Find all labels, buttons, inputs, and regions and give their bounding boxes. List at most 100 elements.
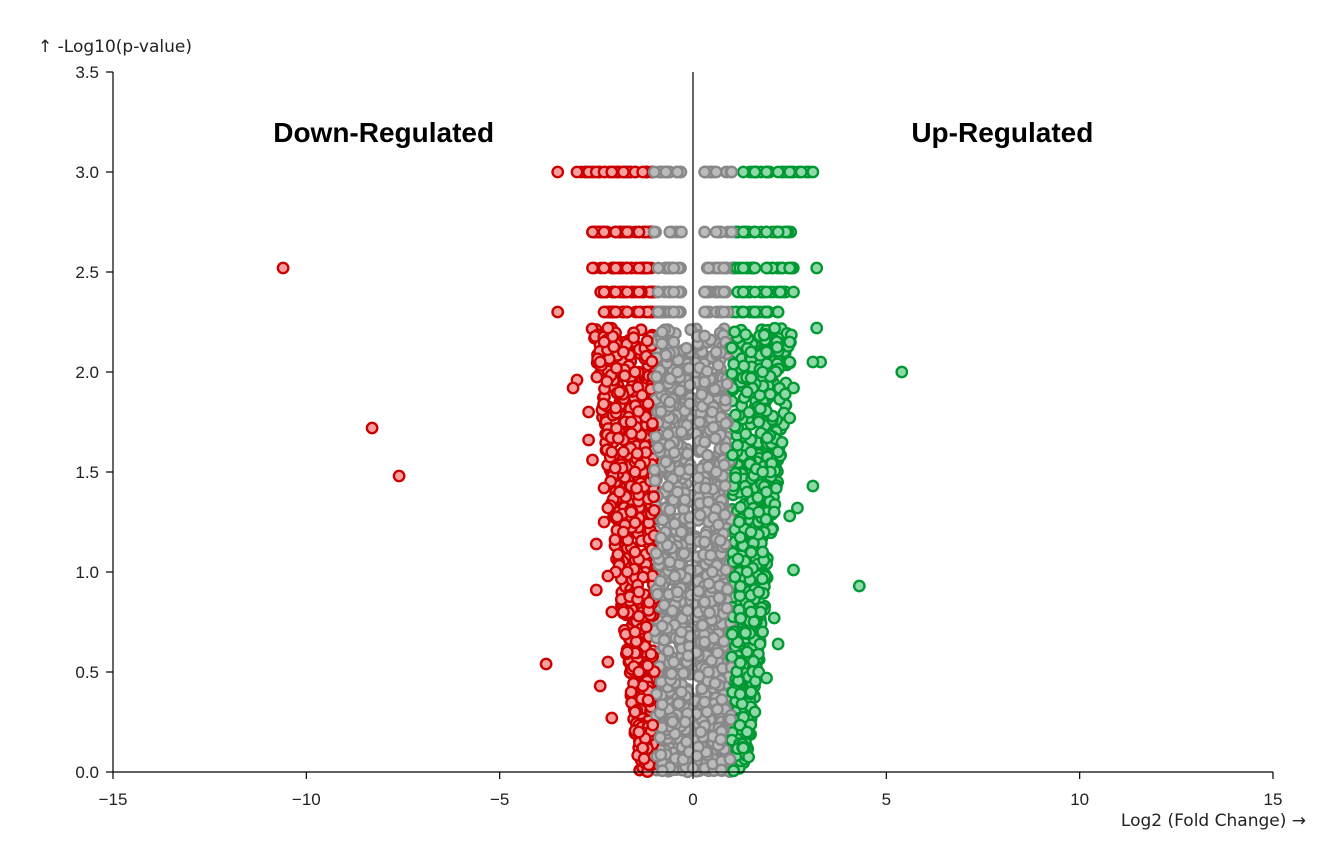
data-point-ns [714,763,728,777]
data-point-down [586,261,599,275]
data-point-ns [705,405,719,419]
data-point-ns [647,225,661,239]
data-point-up [729,471,743,485]
data-point-down [641,397,655,411]
data-point-down [610,361,623,375]
data-point-up [773,285,787,299]
data-point-up [783,411,797,425]
data-point-ns [655,619,669,633]
data-point-up [753,637,767,651]
data-point-ns [671,585,684,599]
y-tick-label: 0.5 [75,663,99,682]
data-point-ns [672,697,686,711]
data-point-down [632,305,646,319]
data-point-down [609,401,623,415]
data-point-down [641,659,655,672]
data-point-down [646,718,660,732]
y-tick-label: 2.0 [75,363,99,382]
data-point-down [551,165,565,179]
data-point-ns [663,555,677,569]
data-point-ns [698,305,711,319]
data-point-up [755,572,769,586]
data-point-down [632,225,646,239]
data-point-up [753,402,767,416]
data-point-ns [717,305,731,319]
data-point-ns [652,381,666,394]
data-point-up [787,563,800,577]
data-point-ns [665,604,679,618]
data-point-up [734,612,748,625]
data-point-ns [695,388,709,401]
data-point-up [771,165,785,179]
data-point-down [632,285,646,299]
data-point-ns [683,378,697,392]
x-tick-label: −5 [490,790,509,809]
data-point-up [736,165,750,179]
data-point-ns [700,705,714,719]
data-point-down [609,261,623,275]
data-point-ns [654,748,668,762]
data-point-down [632,609,646,623]
data-point-ns [698,435,711,449]
data-point-ns [667,305,681,319]
data-point-ns [663,225,677,239]
data-point-up [728,325,742,339]
data-point-ns [691,471,705,485]
data-point-down [617,525,630,539]
data-point-up [771,445,785,459]
data-point-ns [718,479,732,493]
data-point-up [756,365,769,379]
data-point-down [646,417,659,430]
data-point-up [751,491,765,504]
data-point-down [605,711,619,725]
data-point-up [748,165,762,179]
data-point-up [733,530,747,544]
data-point-down [628,545,642,559]
data-point-down [617,445,630,459]
data-point-ns [713,534,727,547]
data-point-up [778,387,792,401]
data-point-up [736,285,750,299]
data-point-down [608,461,622,475]
data-point-down [647,490,661,504]
data-point-down [627,331,640,345]
data-point-down [624,685,638,699]
data-point-ns [683,463,696,476]
data-point-down [597,225,611,239]
data-point-down [632,261,646,275]
data-point-ns [681,447,694,461]
data-point-down [632,405,645,418]
data-point-up [794,165,808,179]
data-point-up [748,285,762,299]
data-point-ns [649,546,663,560]
data-point-ns [715,693,729,706]
data-point-ns [702,495,715,509]
data-point-ns [655,337,669,351]
data-point-down [570,165,584,179]
data-point-ns [680,341,693,355]
data-point-ns [666,715,679,729]
data-point-ns [707,420,720,434]
y-tick-label: 1.5 [75,463,99,482]
data-point-down [597,261,611,275]
data-point-up [760,485,773,499]
data-point-ns [659,165,673,179]
data-point-down [600,375,614,388]
y-axis-label: ↑ -Log10(p-value) [38,37,192,57]
data-point-ns [683,397,697,411]
data-point-ns [698,595,711,609]
data-point-down [618,369,632,383]
data-point-ns [667,655,681,669]
data-point-down [597,515,611,529]
data-point-ns [698,329,711,343]
data-point-ns [698,165,711,179]
data-point-down [632,665,646,679]
data-point-down [645,355,659,368]
data-point-down [609,285,623,299]
data-point-down [632,725,646,739]
data-point-ns [671,165,684,179]
data-point-ns [698,635,711,649]
data-point-ns [677,547,691,560]
data-point-ns [654,405,668,418]
